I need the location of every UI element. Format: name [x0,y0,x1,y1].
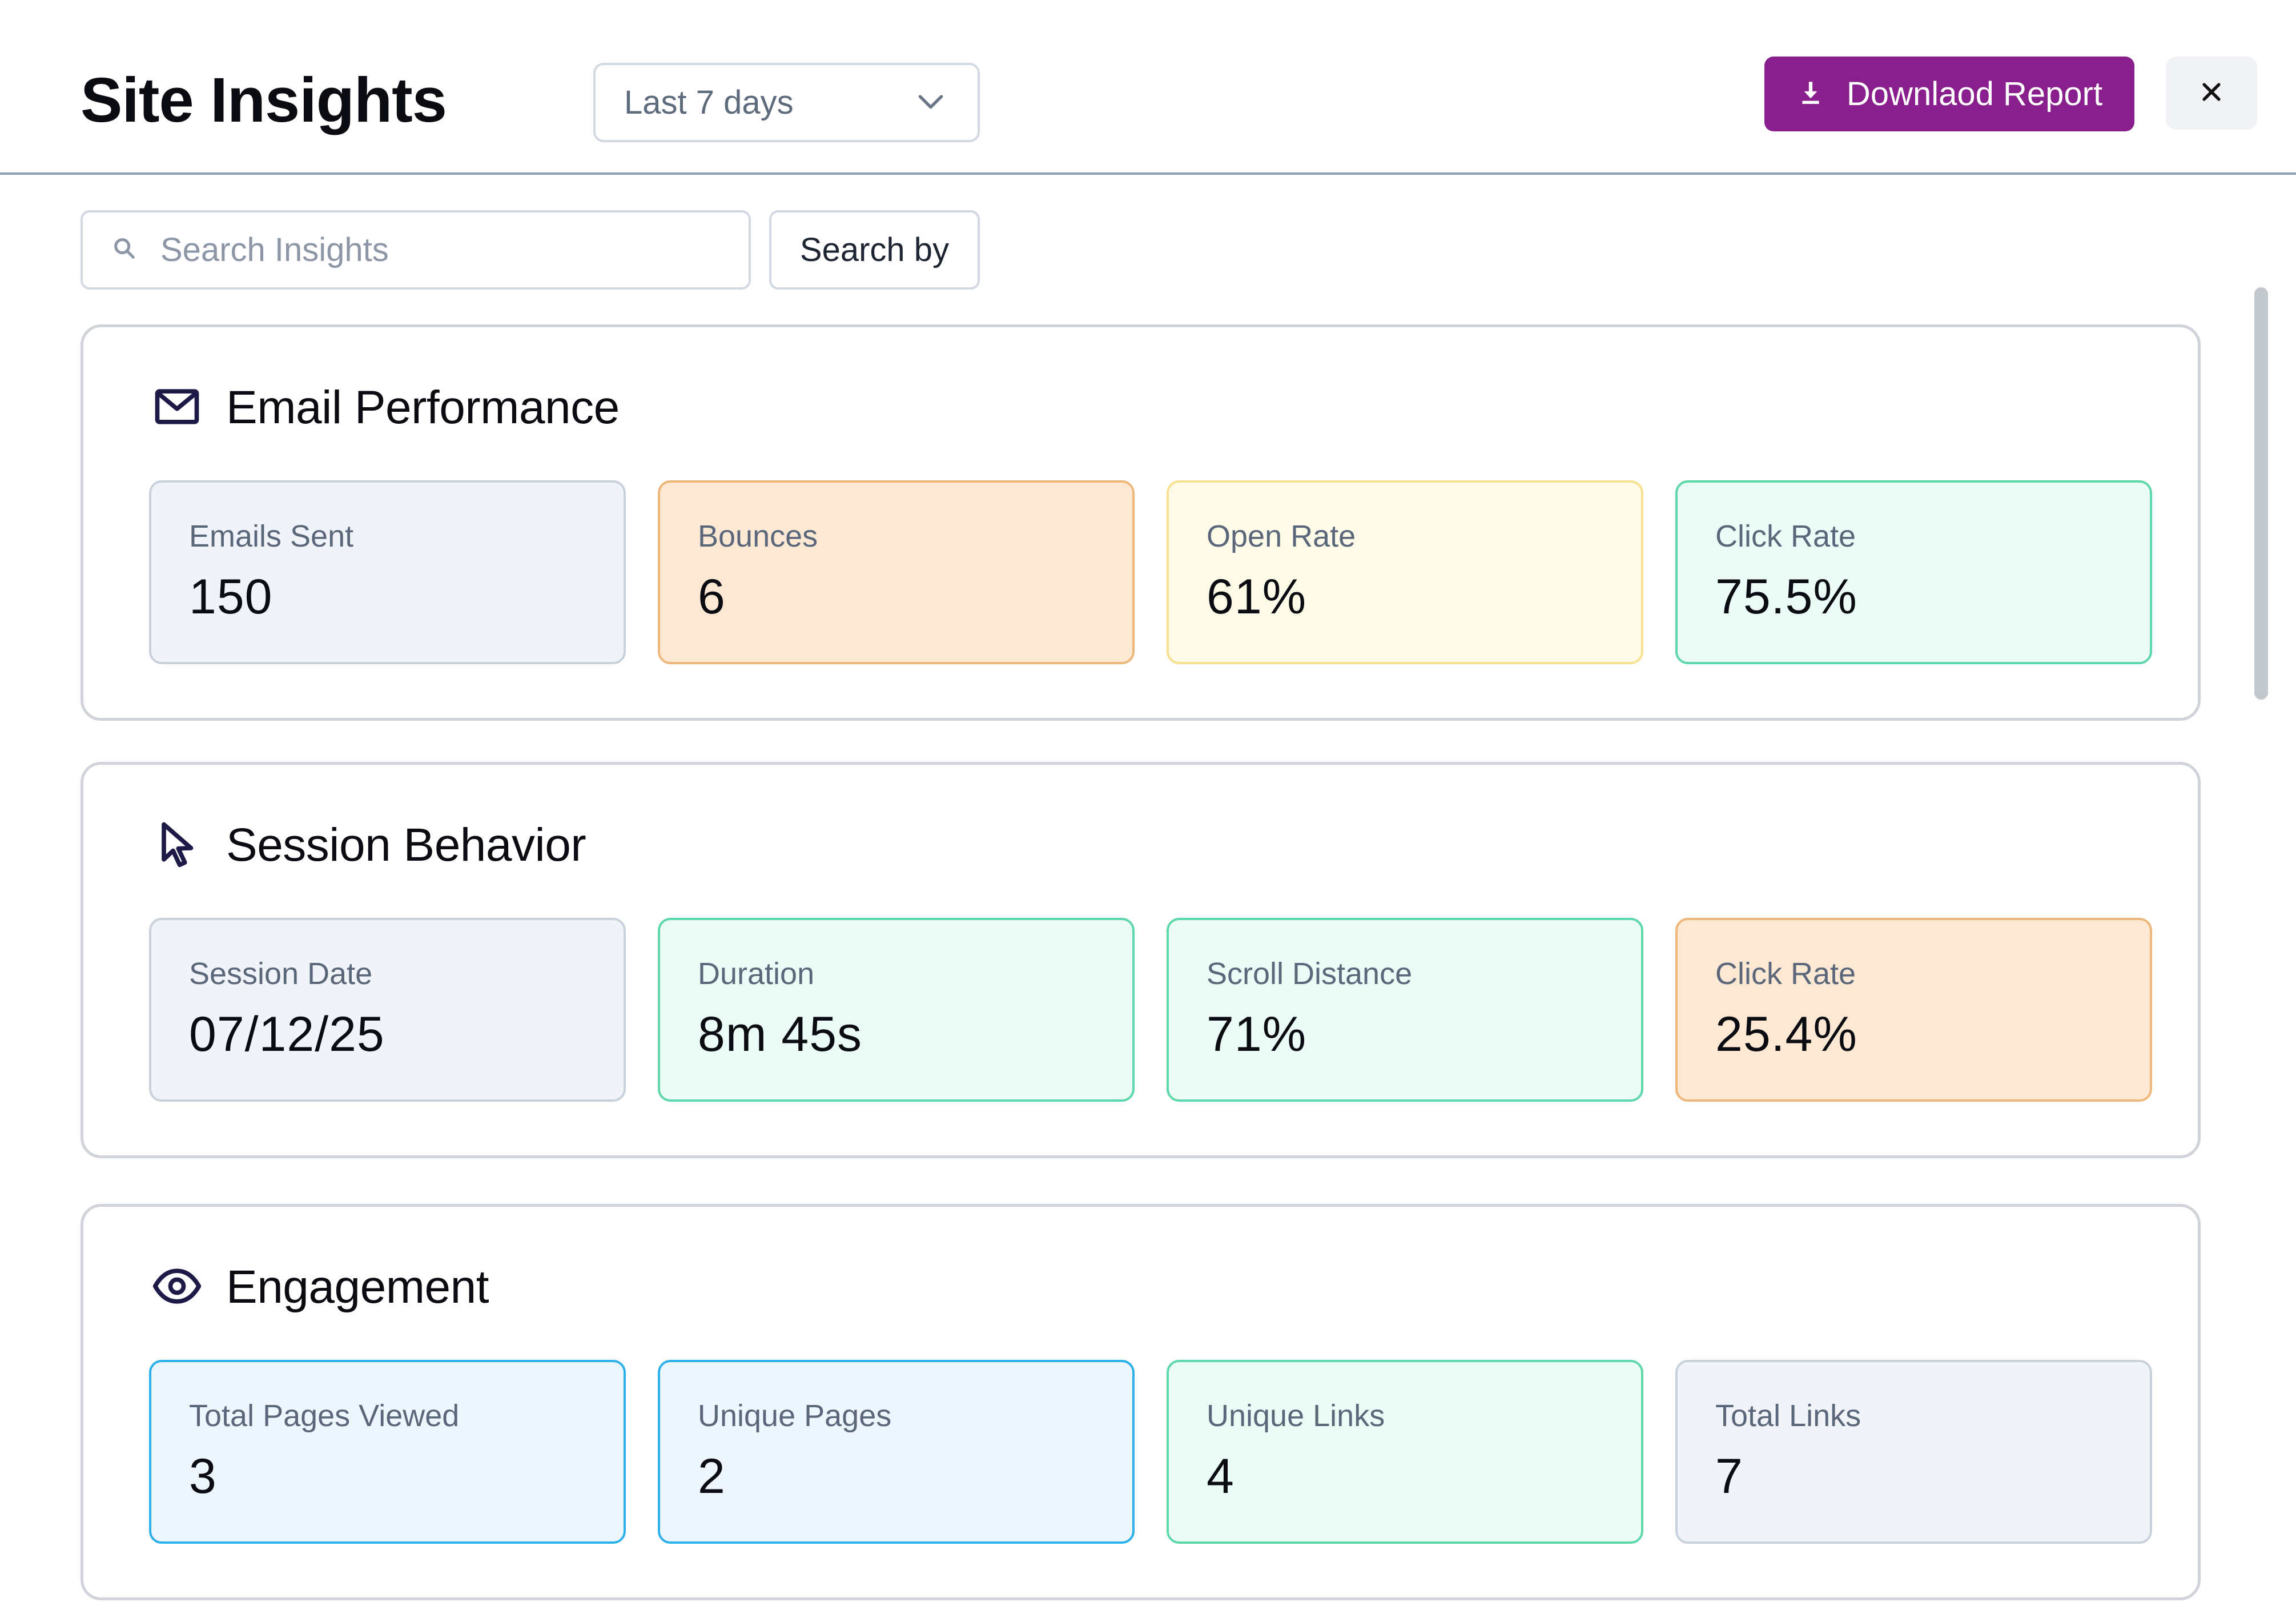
scrollbar-thumb[interactable] [2254,287,2268,700]
metric-label: Unique Pages [698,1399,892,1433]
session-behavior-section: Session Behavior Session Date 07/12/25 D… [81,762,2201,1158]
engagement-section: Engagement Total Pages Viewed 3 Unique P… [81,1204,2201,1600]
close-icon [2199,79,2224,107]
metric-label: Bounces [698,519,818,553]
metric-tiles: Emails Sent 150 Bounces 6 Open Rate 61% … [149,480,2152,664]
metric-value: 61% [1207,569,1307,624]
metric-value: 71% [1207,1007,1307,1062]
section-header: Session Behavior [151,814,586,877]
metric-value: 150 [189,569,273,624]
search-field[interactable] [81,210,751,290]
metric-tile-unique-links: Unique Links 4 [1167,1360,1643,1544]
metric-value: 3 [189,1449,217,1504]
download-icon [1796,78,1825,110]
metric-value: 25.4% [1715,1007,1857,1062]
chevron-down-icon [912,83,949,122]
date-range-value: Last 7 days [624,84,794,121]
metric-label: Scroll Distance [1207,957,1413,991]
eye-icon [151,1260,203,1315]
metric-label: Click Rate [1715,519,1856,553]
metric-value: 2 [698,1449,726,1504]
section-title: Email Performance [226,382,620,433]
metric-tile-click-rate: Click Rate 75.5% [1675,480,2152,664]
metric-tile-duration: Duration 8m 45s [658,918,1135,1102]
metric-tile-total-pages-viewed: Total Pages Viewed 3 [149,1360,626,1544]
section-header: Engagement [151,1256,489,1319]
metric-label: Click Rate [1715,957,1856,991]
metric-label: Total Links [1715,1399,1861,1433]
metric-label: Total Pages Viewed [189,1399,460,1433]
metric-label: Open Rate [1207,519,1356,553]
metric-tiles: Total Pages Viewed 3 Unique Pages 2 Uniq… [149,1360,2152,1544]
download-report-button[interactable]: Downlaod Report [1764,57,2134,131]
metric-label: Session Date [189,957,373,991]
metric-value: 07/12/25 [189,1007,385,1062]
search-input[interactable] [160,231,720,269]
metric-tile-open-rate: Open Rate 61% [1167,480,1643,664]
email-performance-section: Email Performance Emails Sent 150 Bounce… [81,324,2201,721]
metric-label: Emails Sent [189,519,354,553]
metric-value: 7 [1715,1449,1743,1504]
close-button[interactable] [2166,57,2257,130]
section-title: Session Behavior [226,819,586,871]
header: Site Insights Last 7 days Downlaod Repor… [0,0,2296,175]
metric-tile-total-links: Total Links 7 [1675,1360,2152,1544]
metric-tile-scroll-distance: Scroll Distance 71% [1167,918,1643,1102]
metric-tile-emails-sent: Emails Sent 150 [149,480,626,664]
metric-value: 6 [698,569,726,624]
date-range-select[interactable]: Last 7 days [593,63,980,142]
metric-label: Unique Links [1207,1399,1385,1433]
metric-value: 75.5% [1715,569,1857,624]
metric-label: Duration [698,957,815,991]
metric-tiles: Session Date 07/12/25 Duration 8m 45s Sc… [149,918,2152,1102]
page-title: Site Insights [81,65,447,135]
download-report-label: Downlaod Report [1846,75,2103,113]
section-header: Email Performance [151,376,620,439]
cursor-icon [151,818,203,873]
metric-tile-bounces: Bounces 6 [658,480,1135,664]
search-icon [111,235,160,264]
metric-tile-click-rate: Click Rate 25.4% [1675,918,2152,1102]
metric-value: 4 [1207,1449,1235,1504]
search-by-button[interactable]: Search by [769,210,980,290]
metric-tile-unique-pages: Unique Pages 2 [658,1360,1135,1544]
metric-value: 8m 45s [698,1007,863,1062]
metric-tile-session-date: Session Date 07/12/25 [149,918,626,1102]
section-title: Engagement [226,1261,489,1313]
mail-icon [151,380,203,436]
